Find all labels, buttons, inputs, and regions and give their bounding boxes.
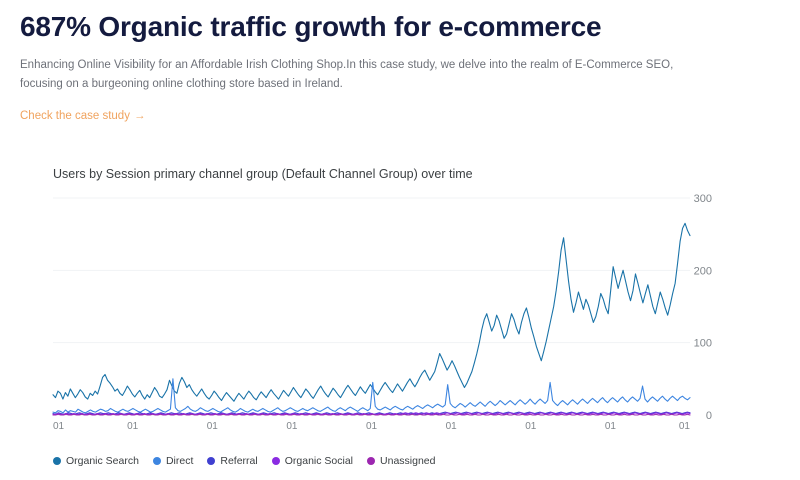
x-axis-tick-day: 01: [207, 421, 219, 430]
legend-item-label: Referral: [220, 455, 258, 467]
legend-item-organic-social[interactable]: Organic Social: [271, 455, 354, 467]
legend-item-referral[interactable]: Referral: [207, 455, 258, 467]
legend-item-label: Organic Social: [284, 455, 354, 467]
x-axis-tick-day: 01: [605, 421, 617, 430]
y-axis-tick-label: 0: [706, 410, 712, 422]
case-study-link-label: Check the case study: [20, 110, 130, 122]
gridlines-group: [53, 197, 690, 416]
y-axis-tick-label: 200: [694, 265, 712, 277]
y-axis-tick-label: 100: [694, 338, 712, 350]
legend-item-unassigned[interactable]: Unassigned: [367, 455, 435, 467]
legend-color-dot: [152, 457, 161, 465]
case-study-link[interactable]: Check the case study →: [20, 108, 145, 124]
legend-color-dot: [207, 457, 216, 465]
legend-color-dot: [367, 457, 376, 465]
legend-color-dot: [271, 457, 280, 465]
chart-plot-area: 0 100 200 300 01Apr01May01Jun01Jul01Aug01Se…: [0, 190, 800, 430]
legend-item-label: Direct: [165, 455, 194, 467]
x-axis-tick-day: 01: [679, 421, 691, 430]
hero-description: Enhancing Online Visibility for an Affor…: [20, 59, 674, 90]
line-chart-svg: 0 100 200 300 01Apr01May01Jun01Jul01Aug01Se…: [52, 193, 712, 430]
x-axis-labels: 01Apr01May01Jun01Jul01Aug01Sep01Oct01Nov…: [53, 421, 690, 430]
y-axis-tick-label: 300: [694, 193, 712, 205]
series-line-organic-search: [52, 222, 691, 402]
chart-legend: Organic Search Direct Referral Organic Soci…: [53, 455, 435, 467]
series-line-unassigned: [52, 413, 691, 416]
series-group: [52, 222, 691, 416]
legend-item-organic-search[interactable]: Organic Search: [53, 455, 139, 467]
arrow-right-icon: →: [133, 110, 146, 122]
series-line-organic-social: [52, 412, 691, 415]
legend-item-direct[interactable]: Direct: [152, 455, 194, 467]
x-axis-tick-day: 01: [286, 421, 298, 430]
chart-card: Users by Session primary channel group (…: [0, 140, 800, 480]
x-axis-tick-day: 01: [525, 421, 537, 430]
chart-title: Users by Session primary channel group (…: [53, 167, 473, 181]
page-title: 687% Organic traffic growth for e-commer…: [20, 11, 602, 42]
legend-item-label: Organic Search: [66, 455, 139, 467]
legend-color-dot: [53, 457, 61, 465]
x-axis-tick-day: 01: [446, 421, 458, 430]
series-line-direct: [52, 378, 691, 414]
legend-item-label: Unassigned: [380, 455, 436, 467]
x-axis-tick-day: 01: [53, 421, 65, 430]
x-axis-tick-day: 01: [366, 421, 378, 430]
y-axis-labels: 0 100 200 300: [694, 193, 712, 422]
x-axis-tick-day: 01: [127, 421, 139, 430]
hero-section: 687% Organic traffic growth for e-commer…: [0, 0, 800, 124]
